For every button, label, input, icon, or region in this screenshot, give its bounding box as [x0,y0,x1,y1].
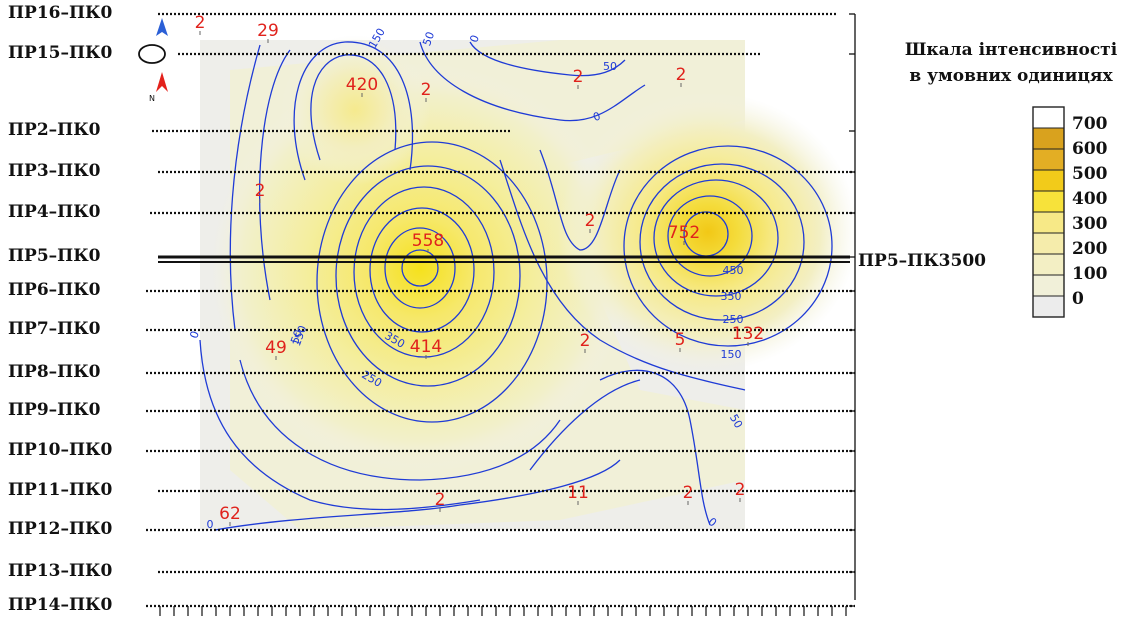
point-value: 2 [676,65,687,85]
legend-swatch [1032,232,1065,255]
contour-lines [199,41,833,531]
north-arrow-icon: N [138,18,168,103]
point-value: 2 [573,67,584,87]
point-value: 420 [346,75,378,95]
point-values: 2 29 420 2 2 2 2 2 558 752 49 414 2 5 132 62 2 11 2 2 [195,13,764,526]
legend-swatch [1032,295,1065,318]
point-value: 558 [412,231,444,251]
legend-scale-label: 500 [1072,163,1108,184]
contour-label: 0 [467,33,482,44]
legend-scale-label: 700 [1072,114,1108,134]
point-value: 5 [675,330,686,350]
profile-label: ПР16–ПК0 [8,3,113,23]
legend-scale [1032,106,1065,318]
point-value: 11 [567,483,589,503]
intensity-fill [200,35,858,530]
point-value: 62 [219,504,241,524]
legend-scale-label: 400 [1072,188,1108,209]
contour-label: 350 [721,290,742,303]
contour-label: 450 [723,264,744,277]
contour-label: 50 [727,412,745,431]
profile-label: ПР7–ПК0 [8,319,101,339]
profile-label: ПР5–ПК0 [8,246,101,266]
legend-title-line2: в умовних одиницях [909,66,1113,86]
contour-label: 50 [603,60,617,73]
point-value: 2 [585,211,596,231]
legend-swatch [1032,106,1065,129]
point-value: 29 [257,21,279,41]
legend-scale-label: 100 [1072,263,1108,284]
profile-label: ПР11–ПК0 [8,480,113,500]
point-value: 49 [265,338,287,358]
profile-label: ПР8–ПК0 [8,362,101,382]
profile-label: ПР2–ПК0 [8,120,101,140]
point-value: 132 [732,324,764,344]
profile-label: ПР9–ПК0 [8,400,101,420]
point-value: 2 [735,480,746,500]
legend-swatch [1032,169,1065,192]
bottom-axis [159,606,847,616]
profile-label: ПР10–ПК0 [8,440,113,460]
point-value: 752 [668,223,700,243]
highlighted-profile-line [158,255,850,263]
point-value: 2 [421,80,432,100]
point-value: 2 [683,483,694,503]
legend-swatch [1032,148,1065,171]
contour-label: 0 [591,109,602,124]
contour-label: 150 [721,348,742,361]
north-arrow-letter: N [149,94,155,103]
profile-label: ПР15–ПК0 [8,43,113,63]
profile-lines [146,12,855,608]
contour-label: 50 [288,328,305,346]
contour-label: 0 [187,329,202,340]
point-value: 2 [580,331,591,351]
right-axis [849,13,856,607]
point-value: 2 [435,490,446,510]
profile-label: ПР13–ПК0 [8,561,113,581]
point-value: 414 [410,337,442,357]
legend-swatch [1032,127,1065,150]
legend-swatch [1032,253,1065,276]
point-value: 2 [255,181,266,201]
legend-swatch [1032,190,1065,213]
contour-label: 250 [723,313,744,326]
legend-swatch [1032,274,1065,297]
profile-label: ПР4–ПК0 [8,202,101,222]
legend-scale-label: 0 [1072,288,1084,309]
highlighted-profile-end-label: ПР5–ПК3500 [858,251,986,271]
profile-label: ПР3–ПК0 [8,161,101,181]
legend-scale-label: 300 [1072,213,1108,234]
legend-swatch [1032,211,1065,234]
legend-title-line1: Шкала інтенсивності [904,40,1118,60]
legend-scale-label: 200 [1072,238,1108,259]
profile-label: ПР14–ПК0 [8,595,113,615]
profile-label: ПР6–ПК0 [8,280,101,300]
profile-label: ПР12–ПК0 [8,519,113,539]
contour-label: 50 [420,30,437,48]
point-value: 2 [195,13,206,33]
contour-label: 0 [207,518,214,531]
legend-scale-label: 600 [1072,138,1108,159]
